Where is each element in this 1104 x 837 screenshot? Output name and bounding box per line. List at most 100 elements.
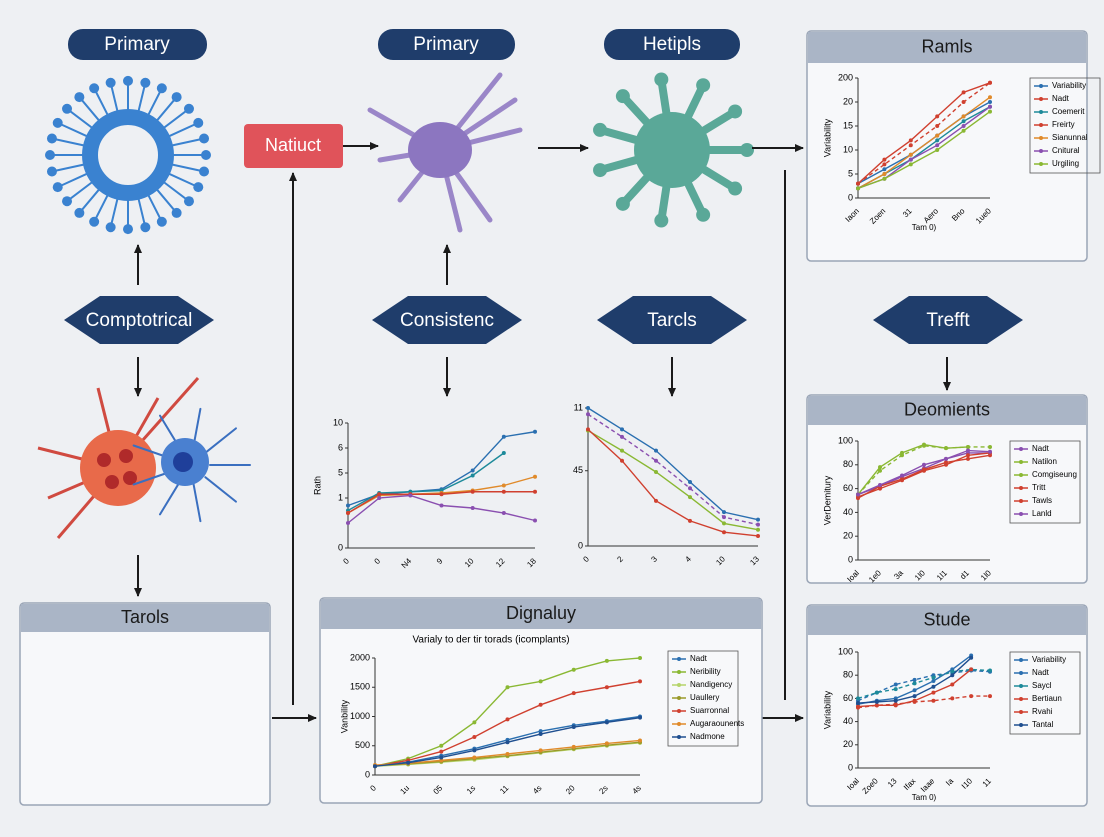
data-point: [688, 518, 692, 523]
data-point: [969, 655, 974, 660]
legend-dot: [677, 709, 681, 713]
y-tick-label: 10: [843, 144, 853, 154]
data-point: [950, 673, 955, 678]
data-point: [856, 705, 860, 710]
legend-label: Urgiling: [1052, 159, 1079, 168]
legend-dot: [1019, 710, 1023, 714]
data-point: [533, 518, 537, 523]
data-point: [878, 483, 882, 488]
legend-label: Variability: [1032, 655, 1066, 664]
data-point: [688, 480, 692, 485]
x-tick-label: 18: [525, 556, 538, 569]
pill: [378, 29, 515, 60]
y-tick-label: 0: [848, 554, 853, 564]
data-point: [961, 128, 966, 133]
x-axis-label: Tam 0): [912, 793, 937, 802]
y-tick-label: 5: [338, 467, 343, 477]
data-point: [538, 702, 543, 707]
data-point: [856, 701, 860, 706]
pill: [68, 29, 207, 60]
legend-dot: [677, 670, 681, 674]
data-point: [533, 429, 537, 434]
data-point: [722, 530, 726, 535]
data-point: [882, 157, 887, 162]
data-point: [961, 114, 966, 119]
data-point: [377, 492, 382, 497]
y-tick-label: 0: [365, 769, 370, 779]
data-point: [501, 434, 506, 439]
cell-knob: [140, 222, 151, 233]
data-point: [604, 741, 609, 746]
x-tick-label: 0: [341, 556, 351, 566]
legend-dot: [1019, 723, 1023, 727]
data-point: [882, 162, 887, 167]
x-tick-label: N4: [400, 556, 414, 570]
legend-dot: [1039, 97, 1043, 101]
data-point: [538, 729, 543, 734]
y-tick-label: 15: [843, 120, 853, 130]
legend-label: Rvahi: [1032, 707, 1053, 716]
data-point: [874, 699, 879, 704]
data-point: [620, 427, 624, 432]
data-point: [505, 751, 510, 756]
data-point: [654, 498, 658, 503]
legend-box: [667, 650, 739, 747]
legend-dot: [1019, 684, 1023, 688]
data-point: [988, 109, 992, 114]
cell-spoke: [153, 96, 178, 125]
chart-title: Ramls: [921, 36, 972, 56]
pill: [604, 29, 740, 60]
x-tick-label: Ia: [944, 776, 955, 787]
x-tick-label: 10: [463, 556, 476, 569]
panel-header: [808, 606, 1086, 635]
chart-title: Stude: [923, 609, 970, 629]
series-line: [587, 428, 759, 537]
cell-organelle: [105, 475, 119, 489]
chart: Dignaluy Varialy to der tir torads (icomp…: [319, 597, 763, 804]
data-point: [882, 176, 887, 181]
cell-knob: [654, 72, 669, 87]
y-tick-label: 1: [338, 492, 343, 502]
cell-spoke: [159, 480, 181, 516]
cell-knob: [45, 150, 55, 160]
data-point: [882, 167, 887, 172]
data-point: [944, 460, 948, 465]
legend-label: Neribility: [690, 667, 721, 676]
cell-knob: [615, 89, 630, 104]
data-point: [988, 80, 992, 85]
y-tick-label: 80: [843, 670, 853, 680]
y-tick-label: 5: [848, 168, 853, 178]
y-tick-label: 500: [355, 740, 370, 750]
data-point: [604, 658, 609, 663]
cell-spoke: [164, 171, 200, 189]
cell-spoke: [159, 107, 190, 132]
data-point: [756, 533, 760, 538]
legend-label: Uaullery: [690, 693, 719, 702]
series-line: [857, 96, 991, 190]
y-tick-label: 20: [843, 96, 853, 106]
x-tick-label: 0: [581, 554, 591, 564]
arrows: [134, 142, 951, 722]
legend-dot: [677, 722, 681, 726]
panel: [806, 394, 1088, 584]
cell-knob: [46, 133, 57, 144]
x-tick-label: 2: [615, 554, 625, 564]
cell-knob: [156, 83, 167, 94]
cell-body: [408, 122, 472, 178]
data-point: [935, 138, 940, 143]
data-point: [950, 696, 955, 701]
legend-dot: [1019, 460, 1023, 464]
y-tick-label: 80: [843, 459, 853, 469]
cell-spoke: [66, 107, 97, 132]
legend-dot: [1019, 697, 1023, 701]
y-tick-label: 1000: [350, 711, 370, 721]
pill-label: Primary: [104, 34, 170, 55]
data-point: [472, 734, 477, 739]
diamond: [372, 296, 522, 344]
cell-spoke: [204, 476, 237, 503]
data-point: [501, 483, 506, 488]
cell-spoke: [164, 121, 200, 139]
cell-knob: [52, 182, 63, 193]
